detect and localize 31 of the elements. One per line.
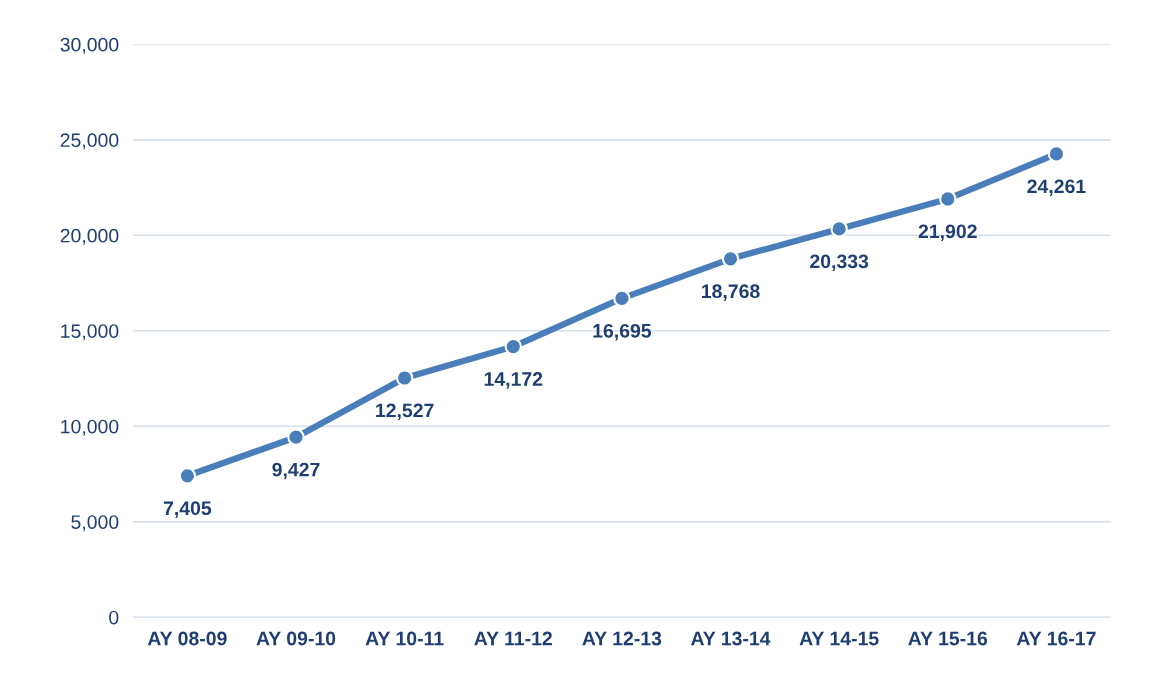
y-tick-label: 15,000 (61, 324, 119, 341)
x-tick-label: AY 15-16 (908, 631, 988, 646)
y-tick-label: 30,000 (60, 37, 119, 54)
x-tick-label: AY 13-14 (690, 631, 771, 646)
point (178, 467, 197, 485)
y-tick-label: 20,000 (60, 228, 119, 245)
x-tick-label: AY 09-10 (256, 631, 336, 646)
y-tick-label: 25,000 (60, 133, 119, 150)
y-tick-label: 0 (109, 610, 119, 625)
text: 7,405 (163, 501, 212, 518)
x-tick-label: AY 14-15 (799, 631, 879, 646)
text: 20,333 (810, 254, 869, 272)
y-tick-label: 10,000 (61, 419, 119, 436)
text: 16,695 (593, 323, 652, 341)
text: 14,172 (484, 372, 543, 389)
point (721, 250, 740, 268)
point (395, 369, 414, 387)
point (287, 428, 305, 446)
point (939, 190, 957, 208)
x-tick-label: AY 16-17 (1016, 631, 1096, 646)
text: 24,261 (1027, 179, 1086, 197)
text: 18,768 (702, 284, 760, 301)
y-tick-label: 5,000 (71, 515, 119, 532)
point (830, 220, 848, 238)
text: 21,902 (918, 224, 977, 242)
x-tick-label: AY 08-09 (147, 631, 227, 646)
x-tick-label: AY 11-12 (474, 631, 552, 646)
text: 12,527 (376, 403, 434, 421)
text: 9,427 (272, 462, 320, 480)
x-tick-label: AY 12-13 (582, 631, 662, 646)
x-tick-label: AY 10-11 (365, 631, 444, 646)
